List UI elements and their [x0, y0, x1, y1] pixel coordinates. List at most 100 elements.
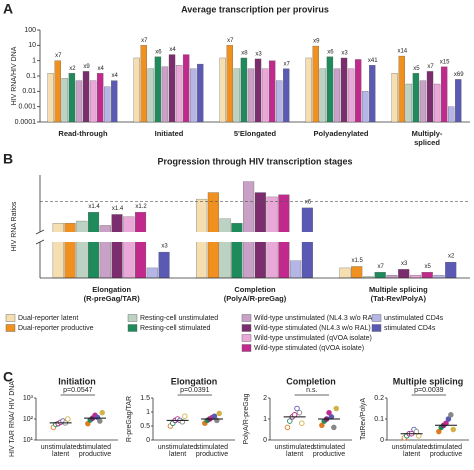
x-tick-label: stimulated	[79, 444, 111, 451]
bar	[190, 68, 197, 123]
legend-swatch	[241, 344, 252, 352]
fold-label: x9	[313, 39, 320, 45]
bar	[326, 56, 334, 123]
bar	[340, 57, 348, 123]
bar	[455, 79, 462, 123]
bar	[354, 59, 362, 123]
chart-title: Progression through HIV transcription st…	[157, 156, 352, 166]
fold-label: x7	[378, 264, 385, 270]
fold-label: x6	[155, 49, 162, 55]
fold-label: x3	[401, 261, 408, 267]
fold-label: x15	[440, 59, 450, 65]
panel-label: C	[3, 369, 13, 385]
x-tick-label: latent	[52, 451, 69, 458]
bar	[161, 66, 169, 123]
chart-title: Elongation	[171, 376, 218, 386]
legend-swatch	[371, 324, 382, 332]
legend-swatch	[127, 314, 138, 322]
bar	[351, 266, 363, 279]
legend-swatch	[241, 324, 252, 332]
legend-label: Dual-reporter latent	[18, 315, 78, 322]
fold-label: x3	[255, 51, 262, 57]
y-tick-label: 1	[263, 416, 267, 423]
bar	[276, 80, 283, 123]
bar	[412, 73, 420, 123]
y-tick-label: 0.5	[140, 423, 150, 430]
fold-label: x1.4	[88, 204, 100, 210]
data-point	[450, 426, 456, 433]
legend-swatch	[371, 314, 382, 322]
legend-label: unstimulated CD4s	[384, 315, 444, 322]
bar	[240, 57, 248, 123]
data-point	[445, 416, 452, 422]
data-point	[448, 412, 454, 418]
y-axis-label: HIV RNA/HIV DNA	[11, 46, 18, 105]
y-axis-label: R-preGag/TAR	[126, 396, 133, 442]
legend-label: Wild-type unstimulated (qVOA isolate)	[254, 335, 372, 342]
chart-title: Multiple splicing	[393, 376, 464, 386]
legend-label: stimulated CD4s	[384, 325, 436, 332]
data-point	[182, 413, 188, 419]
y-tick-label: 1	[146, 409, 150, 416]
y-tick-label: 0.1	[26, 73, 36, 80]
annotation: p=0.0039	[414, 387, 443, 394]
y-axis-label: HIV RNA Ratios	[11, 201, 18, 251]
bar	[89, 80, 97, 123]
bar	[254, 58, 262, 123]
bar	[398, 55, 405, 123]
bar	[362, 91, 369, 123]
x-tick-label: unstimulated	[41, 444, 81, 451]
legend-label: Resting-cell stimulated	[140, 325, 211, 332]
fold-label: x1.5	[352, 258, 364, 264]
data-point	[436, 428, 442, 435]
bar	[374, 272, 386, 279]
x-tick-label: unstimulated	[392, 444, 432, 451]
y-tick-label: 10	[28, 42, 36, 49]
fold-label: x14	[397, 49, 407, 55]
bar	[88, 212, 100, 279]
legend-swatch	[5, 324, 16, 332]
group-label: Multiple splicing	[369, 285, 428, 294]
bar	[409, 274, 421, 279]
data-point	[287, 418, 293, 424]
fold-label: x1.2	[135, 204, 147, 210]
bar	[433, 83, 441, 123]
bar	[64, 223, 76, 279]
x-tick-label: stimulated	[430, 444, 462, 451]
data-point	[333, 405, 339, 412]
fold-label: x3	[341, 51, 348, 57]
bar	[111, 214, 123, 279]
bar	[68, 73, 76, 123]
bar	[448, 106, 455, 123]
fold-label: x4	[97, 66, 104, 72]
bar	[140, 45, 147, 123]
x-tick-label: latent	[403, 451, 420, 458]
fold-label: x41	[368, 58, 378, 64]
y-tick-label: 10¹	[23, 437, 34, 444]
group-label: Polyadenylated	[313, 129, 368, 138]
bar	[339, 267, 351, 279]
bar	[231, 223, 243, 279]
y-tick-label: 0.001	[18, 104, 36, 111]
group-label: (PolyA/R-preGag)	[224, 294, 287, 303]
y-tick-label: 0.1	[374, 416, 384, 423]
fold-label: x6	[305, 199, 312, 205]
legend-label: Wild-type unstimulated (NL4.3 w/o RAL)	[254, 315, 379, 322]
y-tick-label: 0.0001	[15, 119, 37, 126]
bar	[158, 251, 170, 279]
data-point	[319, 422, 325, 429]
x-tick-label: unstimulated	[158, 444, 198, 451]
bar	[391, 73, 398, 123]
bar	[290, 260, 302, 279]
bar	[268, 60, 276, 123]
fold-label: x8	[241, 51, 248, 57]
bar	[219, 57, 226, 123]
data-point	[97, 418, 103, 424]
axis-break	[36, 232, 472, 242]
break-mark	[35, 229, 45, 235]
bar	[261, 68, 269, 123]
fold-label: x1.4	[112, 206, 124, 212]
data-point	[99, 409, 105, 416]
bar	[182, 54, 190, 123]
